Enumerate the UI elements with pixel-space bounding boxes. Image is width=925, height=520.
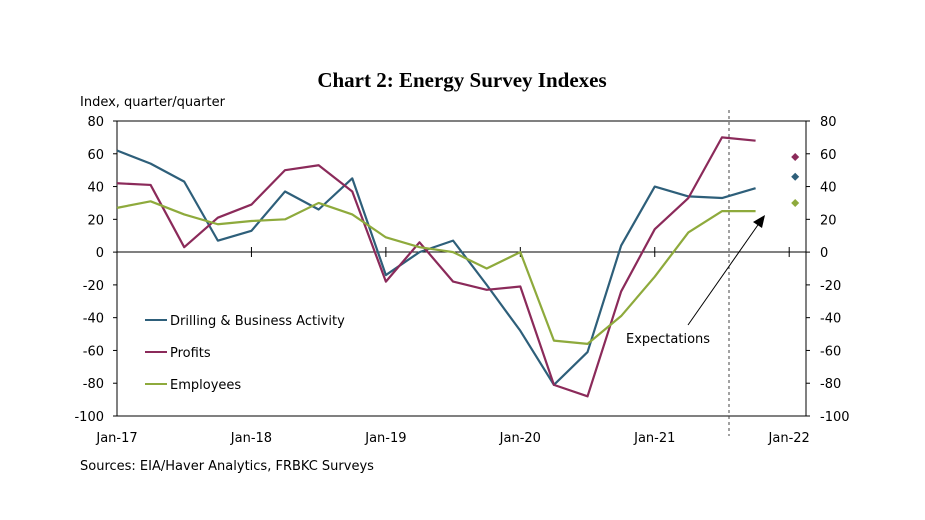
y-axis-left: 80 60 40 20 0 -20 -40 -60 -80 -100 [74,115,117,425]
y-tick-label-right: -20 [820,279,841,294]
y-tick-label-right: 0 [820,246,828,261]
y-tick-label-right: -40 [820,312,841,327]
source-note: Sources: EIA/Haver Analytics, FRBKC Surv… [80,459,374,474]
y-tick-label-right: -100 [820,410,850,425]
y-tick-label-left: -60 [83,344,104,359]
y-tick-label-right: 60 [820,148,837,163]
x-axis: Jan-17 Jan-18 Jan-19 Jan-20 Jan-21 Jan-22 [95,247,810,446]
y-tick-label-left: 80 [87,115,104,130]
expectation-marker-1 [791,153,800,162]
expectation-marker-2 [791,198,800,207]
y-tick-label-left: -100 [74,410,104,425]
expectations-arrowhead [753,215,765,228]
expectation-markers [791,153,800,207]
x-tick-label: Jan-19 [364,431,406,446]
y-tick-label-right: -80 [820,377,841,392]
legend-label-employees: Employees [170,378,241,393]
expectations-arrow [687,221,761,326]
y-tick-label-right: 40 [820,181,837,196]
y-tick-label-left: 20 [87,213,104,228]
y-tick-label-right: -60 [820,344,841,359]
x-tick-label: Jan-21 [633,431,675,446]
plot-frame [116,120,807,417]
x-tick-label: Jan-18 [230,431,272,446]
series-lines [116,136,756,398]
y-tick-label-left: -80 [83,377,104,392]
legend: Drilling & Business Activity Profits Emp… [145,314,345,393]
y-tick-label-right: 80 [820,115,837,130]
series-line-0 [116,149,756,386]
x-tick-label: Jan-17 [95,431,137,446]
chart-title: Chart 2: Energy Survey Indexes [317,68,606,92]
series-line-1 [116,136,756,398]
y-tick-label-left: 60 [87,148,104,163]
x-tick-label: Jan-22 [768,431,810,446]
y-axis-right: 80 60 40 20 0 -20 -40 -60 -80 -100 [806,115,850,425]
y-tick-label-left: 0 [96,246,104,261]
y-tick-label-left: 40 [87,181,104,196]
expectations-annotation: Expectations [626,332,710,347]
series-line-2 [116,200,756,345]
y-tick-label-left: -20 [83,279,104,294]
y-tick-label-left: -40 [83,312,104,327]
legend-label-profits: Profits [170,346,211,361]
x-tick-label: Jan-20 [499,431,541,446]
legend-label-drilling: Drilling & Business Activity [170,314,345,329]
y-tick-label-right: 20 [820,213,837,228]
y-axis-label: Index, quarter/quarter [80,95,226,110]
expectation-marker-0 [791,172,800,181]
